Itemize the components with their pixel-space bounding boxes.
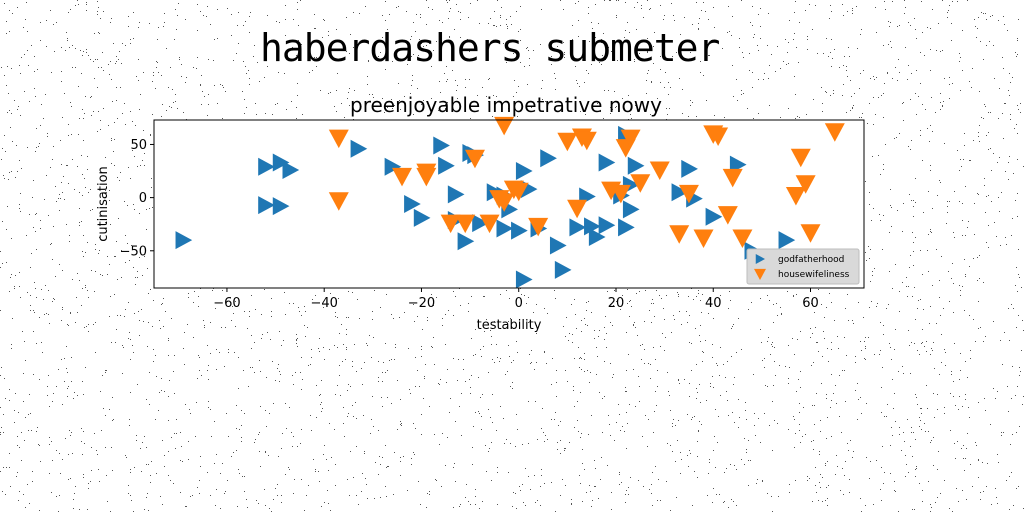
point-godfatherhood-11 (438, 156, 455, 175)
legend-box (746, 248, 860, 285)
point-godfatherhood-23 (515, 162, 533, 181)
point-housewifeliness-10 (494, 116, 515, 136)
figure-suptitle: haberdashers submeter (260, 26, 720, 70)
legend-marker-housewifeliness (754, 268, 766, 280)
point-housewifeliness-16 (576, 131, 597, 151)
point-godfatherhood-38 (622, 200, 640, 219)
point-housewifeliness-36 (489, 190, 510, 209)
point-housewifeliness-13 (557, 132, 578, 152)
point-godfatherhood-10 (433, 136, 450, 155)
point-godfatherhood-28 (549, 236, 567, 255)
point-godfatherhood-5 (272, 197, 290, 216)
point-housewifeliness-5 (440, 214, 461, 234)
y-tick-label: 0 (139, 191, 147, 206)
y-axis-label: cutinisation (96, 166, 111, 242)
point-godfatherhood-35 (598, 216, 616, 235)
point-godfatherhood-44 (705, 207, 723, 226)
x-tick-label: 0 (515, 296, 523, 311)
point-housewifeliness-20 (620, 129, 641, 149)
point-housewifeliness-24 (678, 184, 699, 204)
point-housewifeliness-37 (508, 182, 529, 202)
point-housewifeliness-22 (649, 161, 670, 180)
point-housewifeliness-33 (795, 175, 816, 194)
point-godfatherhood-1 (258, 157, 275, 176)
point-godfatherhood-17 (472, 214, 489, 233)
point-godfatherhood-33 (588, 227, 606, 246)
legend-marker-godfatherhood (755, 254, 765, 264)
point-godfatherhood-30 (569, 218, 587, 237)
point-godfatherhood-16 (457, 232, 475, 251)
point-housewifeliness-0 (328, 129, 349, 149)
point-housewifeliness-31 (785, 186, 806, 206)
y-axis-ticks: −50 0 50 (120, 138, 154, 259)
point-godfatherhood-20 (496, 219, 514, 238)
point-godfatherhood-25 (515, 270, 533, 289)
point-housewifeliness-1 (328, 192, 349, 211)
y-tick-label: 50 (130, 138, 147, 153)
point-housewifeliness-30 (732, 229, 753, 249)
point-housewifeliness-18 (610, 184, 631, 204)
point-housewifeliness-34 (800, 224, 821, 243)
x-tick-label: −20 (408, 296, 435, 311)
point-godfatherhood-42 (681, 159, 698, 178)
x-axis-label: testability (477, 318, 542, 333)
point-godfatherhood-4 (258, 196, 275, 215)
point-godfatherhood-37 (618, 218, 635, 237)
point-housewifeliness-25 (693, 229, 714, 249)
x-tick-label: 40 (705, 296, 722, 311)
x-tick-label: −40 (310, 296, 337, 311)
point-godfatherhood-8 (404, 195, 421, 213)
series-housewifeliness (328, 116, 845, 249)
point-housewifeliness-4 (416, 163, 437, 183)
x-tick-label: 20 (608, 296, 625, 311)
point-godfatherhood-40 (627, 156, 645, 175)
point-godfatherhood-47 (778, 231, 796, 250)
point-housewifeliness-28 (717, 206, 738, 225)
point-housewifeliness-12 (528, 217, 549, 237)
point-housewifeliness-21 (630, 174, 651, 193)
point-housewifeliness-6 (455, 214, 476, 234)
point-godfatherhood-29 (554, 260, 572, 279)
point-housewifeliness-23 (669, 225, 690, 244)
point-godfatherhood-6 (350, 139, 368, 158)
point-housewifeliness-29 (722, 168, 743, 188)
point-housewifeliness-32 (790, 148, 811, 168)
x-tick-label: 60 (802, 296, 819, 311)
point-godfatherhood-0 (175, 231, 193, 250)
legend-label-godfatherhood: godfatherhood (778, 255, 844, 265)
point-housewifeliness-2 (392, 167, 413, 187)
point-godfatherhood-9 (413, 208, 431, 227)
point-godfatherhood-22 (511, 221, 528, 240)
chart-legend: godfatherhood housewifeliness (746, 248, 860, 285)
point-godfatherhood-27 (540, 149, 557, 168)
point-housewifeliness-27 (708, 127, 729, 146)
legend-label-housewifeliness: housewifeliness (778, 270, 850, 280)
y-tick-label: −50 (120, 244, 147, 259)
point-godfatherhood-41 (671, 183, 689, 202)
point-housewifeliness-14 (567, 199, 588, 219)
x-axis-ticks: −60 −40 −20 0 20 40 60 (213, 288, 819, 311)
x-tick-label: −60 (213, 296, 240, 311)
chart-title: preenjoyable impetrative nowy (350, 93, 662, 117)
point-godfatherhood-7 (384, 157, 402, 176)
point-godfatherhood-3 (282, 160, 300, 179)
point-housewifeliness-35 (824, 123, 845, 142)
point-godfatherhood-32 (584, 217, 601, 236)
point-housewifeliness-8 (479, 214, 500, 234)
point-godfatherhood-34 (598, 153, 616, 172)
axes-frame (153, 119, 865, 289)
data-marks (175, 116, 845, 289)
point-housewifeliness-7 (464, 149, 485, 169)
point-godfatherhood-2 (272, 153, 290, 172)
point-godfatherhood-12 (447, 185, 465, 204)
